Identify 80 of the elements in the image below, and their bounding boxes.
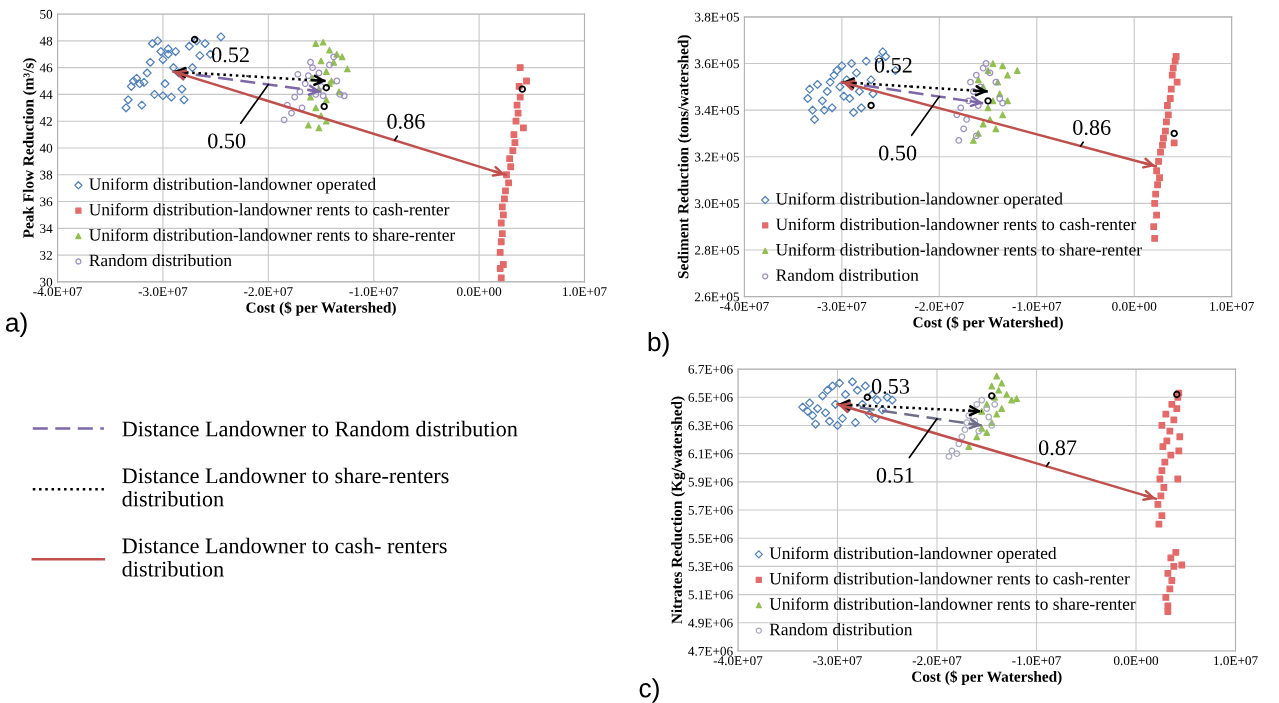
text: c) [639,678,659,703]
annotation: 0.52 [211,47,249,63]
legend-label: Uniform distribution-landowner rents to cash-renter [89,203,450,216]
y-tick-label: 34 [40,224,53,234]
legend-label: Uniform distribution-landowner rents to cash-renter [775,217,1137,231]
y-tick-label: 50 [40,9,53,19]
y-tick-label: 2.6E+05 [694,292,739,302]
annotation: 0.50 [208,133,246,149]
legend-label: Distance Landowner to Random distribution [122,420,518,437]
y-axis-title: Peak Flow Reduction (m³/s) [22,58,37,239]
y-tick-label: 46 [39,63,53,73]
x-axis-title: Cost ($ per Watershed) [913,316,1063,331]
x-tick-label: -3.0E+07 [138,287,188,297]
y-tick-label: 48 [39,36,53,46]
legend-label: Uniform distribution-landowner operated [89,177,376,194]
x-tick-label: -4.0E+07 [713,656,763,666]
text: b) [648,331,669,357]
text: a) [5,312,27,338]
y-tick-label: 5.3E+06 [688,562,733,572]
y-tick-label: 5.7E+06 [688,505,733,515]
y-tick-label: 2.8E+05 [694,245,739,255]
y-tick-label: 36 [40,197,53,207]
x-tick-label: 1.0E+07 [563,287,607,297]
x-tick-label: 1.0E+07 [1210,301,1254,311]
x-tick-label: -3.0E+07 [813,656,862,666]
y-tick-label: 3.4E+05 [694,105,739,115]
legend-label: Uniform distribution-landowner rents to share-renter [89,228,456,241]
y-tick-label: 42 [39,117,52,126]
x-tick-label: 1.0E+07 [1214,656,1258,666]
legend-label: Random distribution [769,623,913,636]
x-tick-label: -1.0E+07 [1012,301,1062,311]
y-tick-label: 30 [40,277,53,287]
y-tick-label: 3.8E+05 [694,12,739,22]
x-tick-label: -1.0E+07 [1012,656,1061,666]
annotation: 0.52 [874,57,912,73]
legend-label: Uniform distribution-landowner rents to share-renter [775,243,1142,256]
x-tick-label: 0.0E+00 [1113,656,1159,666]
x-tick-label: -1.0E+07 [349,287,399,297]
x-tick-label: -2.0E+07 [912,656,962,666]
y-tick-label: 38 [40,170,53,180]
y-tick-label: 6.1E+06 [688,449,733,459]
y-tick-label: 6.3E+06 [688,421,733,431]
legend-label: Uniform distribution-landowner operated [775,192,1063,209]
legend-label: Random distribution [776,268,919,281]
annotation: 0.51 [876,467,914,483]
legend-label: Uniform distribution-landowner operated [769,546,1057,563]
annotation: 0.87 [1038,440,1077,456]
annotation: 0.86 [1073,119,1111,136]
y-tick-label: 5.9E+06 [688,477,733,487]
y-tick-label: 5.1E+06 [688,590,733,600]
y-tick-label: 6.7E+06 [688,364,733,374]
x-tick-label: -4.0E+07 [720,301,769,311]
y-tick-label: 40 [39,143,53,153]
y-tick-label: 4.9E+06 [688,618,733,628]
y-tick-label: 4.7E+06 [688,646,733,656]
legend-label: Uniform distribution-landowner rents to share-renter [769,597,1136,610]
x-tick-label: -3.0E+07 [817,301,867,311]
x-tick-label: -2.0E+07 [244,287,293,297]
annotation: 0.53 [871,378,910,394]
annotation: 0.50 [879,145,917,161]
y-axis-title: Nitrates Reduction (Kg/watershed) [671,396,686,624]
x-tick-label: 0.0E+00 [457,287,502,297]
x-tick-label: -2.0E+07 [915,301,964,311]
x-axis-title: Cost ($ per Watershed) [912,670,1062,685]
legend-label: Distance Landowner to share-renters distribution [122,467,449,507]
y-axis-title: Sediment Reduction (tons/watershed) [677,35,692,279]
y-tick-label: 44 [39,90,53,99]
x-axis-title: Cost ($ per Watershed) [246,301,396,316]
x-tick-label: 0.0E+00 [1112,301,1157,311]
annotation: 0.86 [387,113,425,129]
y-tick-label: 32 [40,250,52,260]
legend-label: Uniform distribution-landowner rents to cash-renter [769,572,1130,585]
y-tick-label: 5.5E+06 [688,534,733,543]
y-tick-label: 3.2E+05 [694,152,739,162]
y-tick-label: 3.6E+05 [694,59,739,69]
y-tick-label: 6.5E+06 [688,393,733,403]
legend-label: Distance Landowner to cash- renters distribution [122,537,447,577]
legend-label: Random distribution [89,254,232,267]
x-tick-label: -4.0E+07 [33,287,82,297]
y-tick-label: 3.0E+05 [694,199,739,209]
